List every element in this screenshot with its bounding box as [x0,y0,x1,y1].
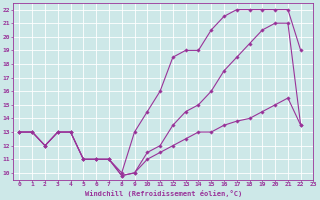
X-axis label: Windchill (Refroidissement éolien,°C): Windchill (Refroidissement éolien,°C) [84,190,242,197]
